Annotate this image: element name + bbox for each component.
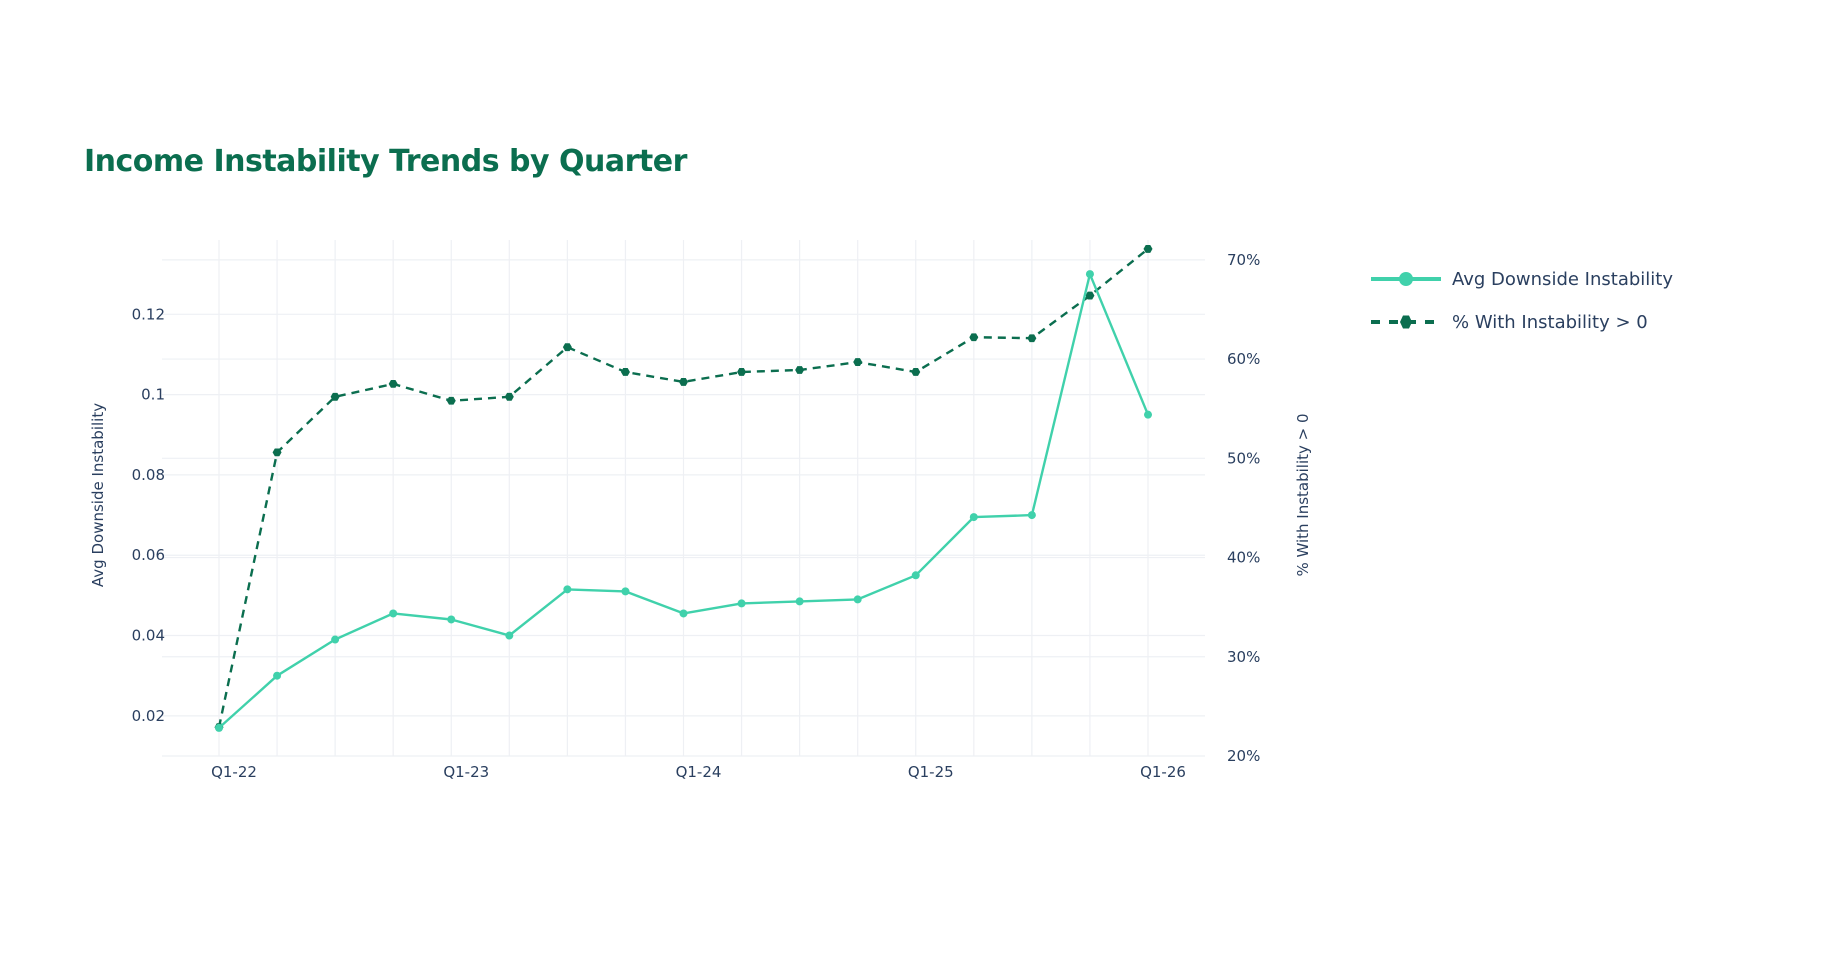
x-tick-label: Q1-22 xyxy=(211,763,257,781)
y-left-tick-label: 0.02 xyxy=(132,707,165,725)
data-point-pct-instability xyxy=(795,366,805,374)
x-axis-ticks: Q1-22 Q1-23 Q1-24 Q1-25 Q1-26 xyxy=(211,763,1186,781)
data-point-pct-instability xyxy=(1027,334,1037,343)
data-point-pct-instability xyxy=(446,396,456,405)
data-point-avg-downside xyxy=(911,571,920,580)
data-point-avg-downside xyxy=(505,631,514,640)
data-point-avg-downside xyxy=(1085,270,1094,279)
y-axis-left-title: Avg Downside Instability xyxy=(89,403,107,587)
y-right-tick-label: 60% xyxy=(1227,350,1260,368)
series xyxy=(214,245,1153,732)
data-point-pct-instability xyxy=(679,377,688,386)
y-right-tick-label: 70% xyxy=(1227,251,1260,269)
data-point-avg-downside xyxy=(447,615,456,624)
data-point-pct-instability xyxy=(388,379,398,388)
data-point-pct-instability xyxy=(737,368,747,376)
y-left-tick-label: 0.12 xyxy=(132,305,165,323)
data-point-pct-instability xyxy=(1085,291,1095,300)
y-left-tick-label: 0.1 xyxy=(141,386,165,404)
x-tick-label: Q1-25 xyxy=(908,763,954,781)
data-point-avg-downside xyxy=(853,595,862,604)
data-point-avg-downside xyxy=(563,585,572,594)
legend[interactable]: Avg Downside Instability % With Instabil… xyxy=(1371,269,1673,333)
data-point-avg-downside xyxy=(969,513,978,522)
data-point-avg-downside xyxy=(273,671,282,680)
y-left-tick-label: 0.04 xyxy=(132,627,165,645)
left-axis-ticks: 0.02 0.04 0.06 0.08 0.1 0.12 xyxy=(132,305,165,725)
x-tick-label: Q1-26 xyxy=(1140,763,1186,781)
data-point-pct-instability xyxy=(853,358,863,366)
y-axis-right-title: % With Instability > 0 xyxy=(1294,413,1312,576)
data-point-avg-downside xyxy=(1027,511,1036,520)
y-right-tick-label: 20% xyxy=(1227,747,1260,765)
y-right-tick-label: 40% xyxy=(1227,549,1260,567)
legend-label-avg-downside: Avg Downside Instability xyxy=(1452,269,1673,290)
data-point-pct-instability xyxy=(330,392,340,401)
legend-label-pct-instability: % With Instability > 0 xyxy=(1452,312,1648,333)
right-axis-ticks: 20% 30% 40% 50% 60% 70% xyxy=(1227,251,1260,765)
chart-title: Income Instability Trends by Quarter xyxy=(84,144,687,179)
y-left-tick-label: 0.06 xyxy=(132,546,165,564)
data-point-avg-downside xyxy=(215,723,223,732)
data-point-avg-downside xyxy=(1144,410,1152,419)
legend-item-pct-instability[interactable]: % With Instability > 0 xyxy=(1371,312,1648,333)
x-tick-label: Q1-24 xyxy=(676,763,722,781)
legend-marker-hexagon xyxy=(1400,315,1412,329)
legend-item-avg-downside[interactable]: Avg Downside Instability xyxy=(1371,269,1673,290)
y-left-tick-label: 0.08 xyxy=(132,466,165,484)
data-point-pct-instability xyxy=(620,368,630,376)
data-point-pct-instability xyxy=(562,343,572,352)
data-point-avg-downside xyxy=(737,599,746,608)
data-point-pct-instability xyxy=(911,368,921,376)
x-tick-label: Q1-23 xyxy=(443,763,489,781)
data-point-avg-downside xyxy=(679,609,688,618)
gridlines xyxy=(162,240,1205,757)
data-point-pct-instability xyxy=(1143,245,1153,253)
legend-marker-circle xyxy=(1399,272,1413,286)
data-point-pct-instability xyxy=(272,448,282,457)
data-point-avg-downside xyxy=(389,609,398,618)
data-point-avg-downside xyxy=(331,635,340,644)
y-right-tick-label: 50% xyxy=(1227,449,1260,467)
data-point-pct-instability xyxy=(969,333,979,342)
data-point-pct-instability xyxy=(504,392,514,401)
data-point-avg-downside xyxy=(795,597,804,606)
data-point-avg-downside xyxy=(621,587,630,596)
y-right-tick-label: 30% xyxy=(1227,648,1260,666)
